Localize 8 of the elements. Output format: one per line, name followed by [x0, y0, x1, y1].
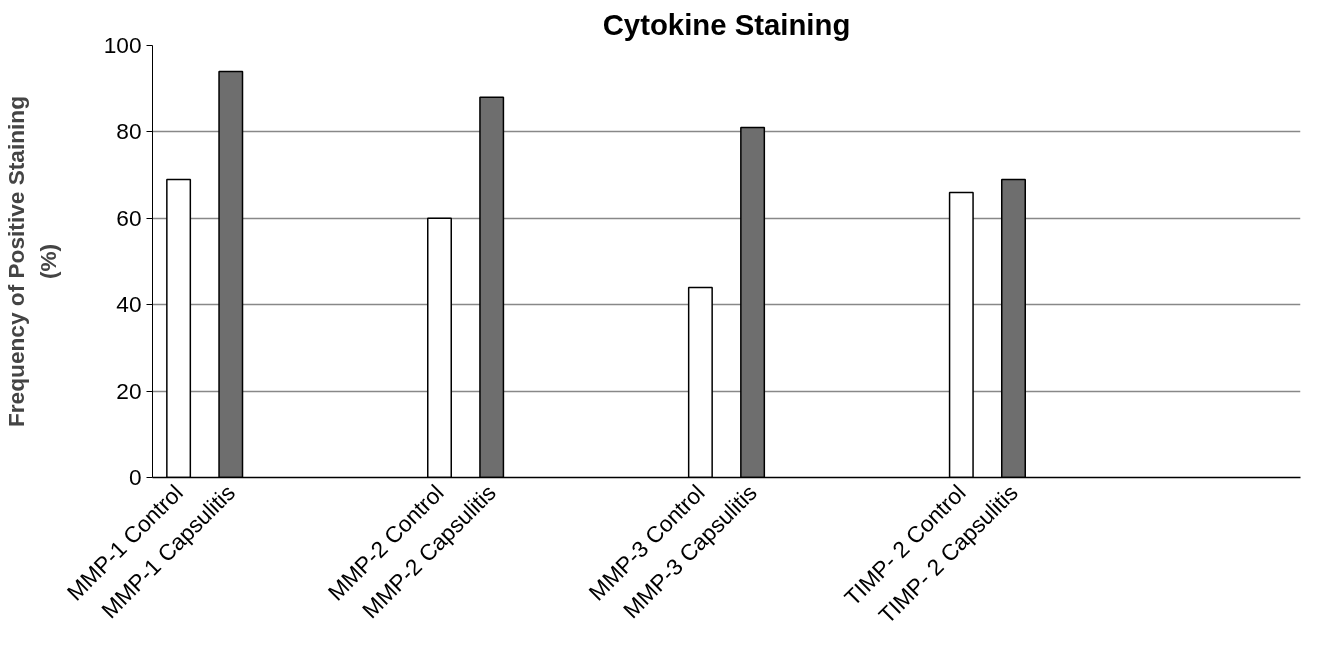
y-tick-label: 40 [116, 291, 142, 318]
y-tick-label: 100 [103, 32, 142, 58]
y-tick-label: 80 [116, 118, 142, 145]
y-tick-label: 60 [116, 204, 142, 231]
y-tick-label: 20 [116, 377, 142, 404]
chart-title: Cytokine Staining [602, 7, 851, 41]
y-axis-title: Frequency of Positive Staining (%) [3, 95, 61, 428]
y-tick-label: 0 [128, 464, 142, 490]
